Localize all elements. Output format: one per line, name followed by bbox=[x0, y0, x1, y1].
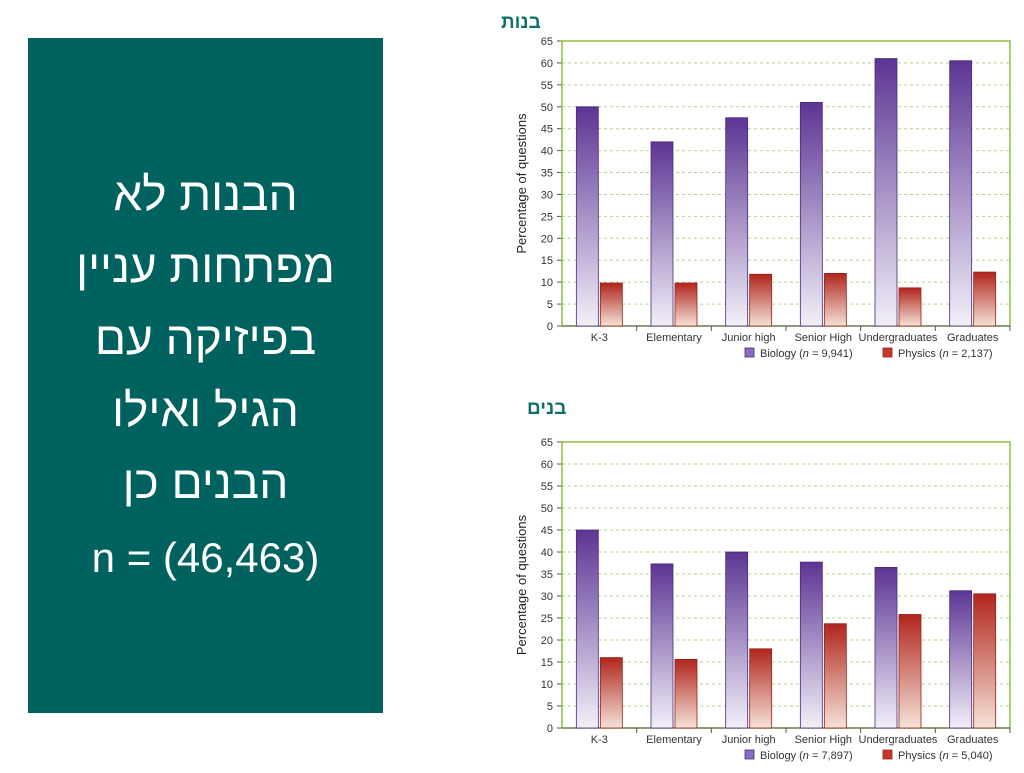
y-tick-label: 25 bbox=[541, 613, 553, 625]
legend-swatch-biology bbox=[744, 347, 755, 358]
y-tick-label: 60 bbox=[541, 58, 553, 70]
x-tick-label-elementary: Elementary bbox=[646, 332, 702, 344]
y-tick-label: 35 bbox=[541, 168, 553, 180]
y-tick-label: 0 bbox=[547, 723, 553, 735]
y-tick-label: 45 bbox=[541, 124, 553, 136]
boys-chart: 0 5 10 15 20 25 30 35 40 45 50 55 60 65 Percentage of … bbox=[514, 437, 1011, 762]
y-tick-label: 25 bbox=[541, 211, 553, 223]
bar-physics-elementary bbox=[674, 658, 698, 729]
x-tick-label-undergraduates: Undergraduates bbox=[859, 734, 938, 746]
y-tick-label: 50 bbox=[541, 102, 553, 114]
boys-chart-block: בנים 0 5 10 15 20 25 30 35 40 45 50 55 60 65 Percentag… bbox=[505, 396, 1015, 768]
bar-biology-k-3 bbox=[575, 529, 599, 729]
legend-swatch-physics bbox=[882, 749, 893, 760]
bar-biology-elementary bbox=[650, 563, 674, 729]
y-axis-label: Percentage of questions bbox=[514, 514, 529, 655]
x-tick-label-k-3: K-3 bbox=[591, 734, 608, 746]
legend-swatch-biology bbox=[744, 749, 755, 760]
y-tick-label: 20 bbox=[541, 233, 553, 245]
bar-biology-senior-high bbox=[799, 101, 823, 327]
bar-biology-k-3 bbox=[575, 106, 599, 327]
x-tick-label-senior-high: Senior High bbox=[795, 332, 852, 344]
y-tick-label: 20 bbox=[541, 635, 553, 647]
bar-physics-k-3 bbox=[599, 282, 623, 327]
y-tick-label: 5 bbox=[547, 299, 553, 311]
y-tick-label: 45 bbox=[541, 525, 553, 537]
y-tick-label: 15 bbox=[541, 657, 553, 669]
boys-chart-heading: בנים bbox=[527, 398, 567, 419]
bar-biology-junior-high bbox=[725, 117, 749, 327]
legend-label-physics: Physics (n = 2,137) bbox=[898, 348, 992, 360]
x-tick-label-graduates: Graduates bbox=[947, 332, 999, 344]
bar-biology-graduates bbox=[949, 590, 973, 729]
sample-size-text: n = (46,463) bbox=[91, 533, 320, 581]
headline-line-2: מפתחות עניין bbox=[76, 239, 335, 292]
plot-frame bbox=[561, 40, 1011, 327]
y-tick-label: 55 bbox=[541, 481, 553, 493]
legend-label-biology: Biology (n = 9,941) bbox=[760, 348, 853, 360]
x-tick-label-undergraduates: Undergraduates bbox=[859, 332, 938, 344]
bar-physics-undergraduates bbox=[898, 614, 922, 729]
bar-biology-elementary bbox=[650, 141, 674, 327]
y-tick-label: 65 bbox=[541, 36, 553, 48]
bar-physics-senior-high bbox=[823, 272, 847, 327]
legend-label-physics: Physics (n = 5,040) bbox=[898, 750, 992, 762]
bar-biology-graduates bbox=[949, 60, 973, 327]
y-axis-label: Percentage of questions bbox=[514, 113, 529, 254]
y-tick-label: 5 bbox=[547, 701, 553, 713]
bar-biology-senior-high bbox=[799, 561, 823, 729]
bar-physics-junior-high bbox=[749, 273, 773, 327]
y-tick-label: 35 bbox=[541, 569, 553, 581]
x-tick-label-senior-high: Senior High bbox=[795, 734, 852, 746]
x-tick-label-junior-high: Junior high bbox=[722, 332, 776, 344]
y-tick-label: 40 bbox=[541, 547, 553, 559]
y-tick-label: 50 bbox=[541, 503, 553, 515]
y-tick-label: 15 bbox=[541, 255, 553, 267]
bar-physics-senior-high bbox=[823, 623, 847, 729]
girls-chart: 0 5 10 15 20 25 30 35 40 45 50 55 60 65 Percentage of … bbox=[514, 36, 1011, 360]
girls-chart-block: בנות 0 5 10 15 20 25 30 35 40 45 50 55 60 65 Percentag… bbox=[501, 6, 1015, 376]
x-tick-label-elementary: Elementary bbox=[646, 734, 702, 746]
legend-swatch-physics bbox=[882, 347, 893, 358]
y-tick-label: 30 bbox=[541, 591, 553, 603]
headline-line-3: בפיזיקה עם bbox=[94, 311, 317, 364]
bar-biology-undergraduates bbox=[874, 566, 898, 729]
headline-line-1: הבנות לא bbox=[113, 167, 298, 220]
bar-physics-k-3 bbox=[599, 657, 623, 729]
headline-line-5: הבנים כן bbox=[122, 455, 289, 508]
headline-line-4: הגיל ואילו bbox=[112, 383, 299, 436]
x-tick-label-junior-high: Junior high bbox=[722, 734, 776, 746]
bar-physics-graduates bbox=[973, 593, 997, 729]
text-panel: הבנות לא מפתחות עניין בפיזיקה עם הגיל וא… bbox=[28, 38, 383, 713]
y-tick-label: 60 bbox=[541, 459, 553, 471]
y-tick-label: 65 bbox=[541, 437, 553, 449]
legend-label-biology: Biology (n = 7,897) bbox=[760, 750, 853, 762]
bar-physics-elementary bbox=[674, 282, 698, 327]
y-tick-label: 40 bbox=[541, 146, 553, 158]
x-tick-label-graduates: Graduates bbox=[947, 734, 999, 746]
y-tick-label: 30 bbox=[541, 189, 553, 201]
bar-physics-graduates bbox=[973, 271, 997, 327]
bar-biology-undergraduates bbox=[874, 58, 898, 327]
bar-physics-junior-high bbox=[749, 648, 773, 729]
bar-physics-undergraduates bbox=[898, 287, 922, 327]
y-tick-label: 0 bbox=[547, 321, 553, 333]
y-tick-label: 55 bbox=[541, 80, 553, 92]
y-tick-label: 10 bbox=[541, 679, 553, 691]
bar-biology-junior-high bbox=[725, 551, 749, 729]
plot-frame bbox=[561, 441, 1011, 729]
girls-chart-heading: בנות bbox=[501, 12, 541, 33]
y-tick-label: 10 bbox=[541, 277, 553, 289]
x-tick-label-k-3: K-3 bbox=[591, 332, 608, 344]
